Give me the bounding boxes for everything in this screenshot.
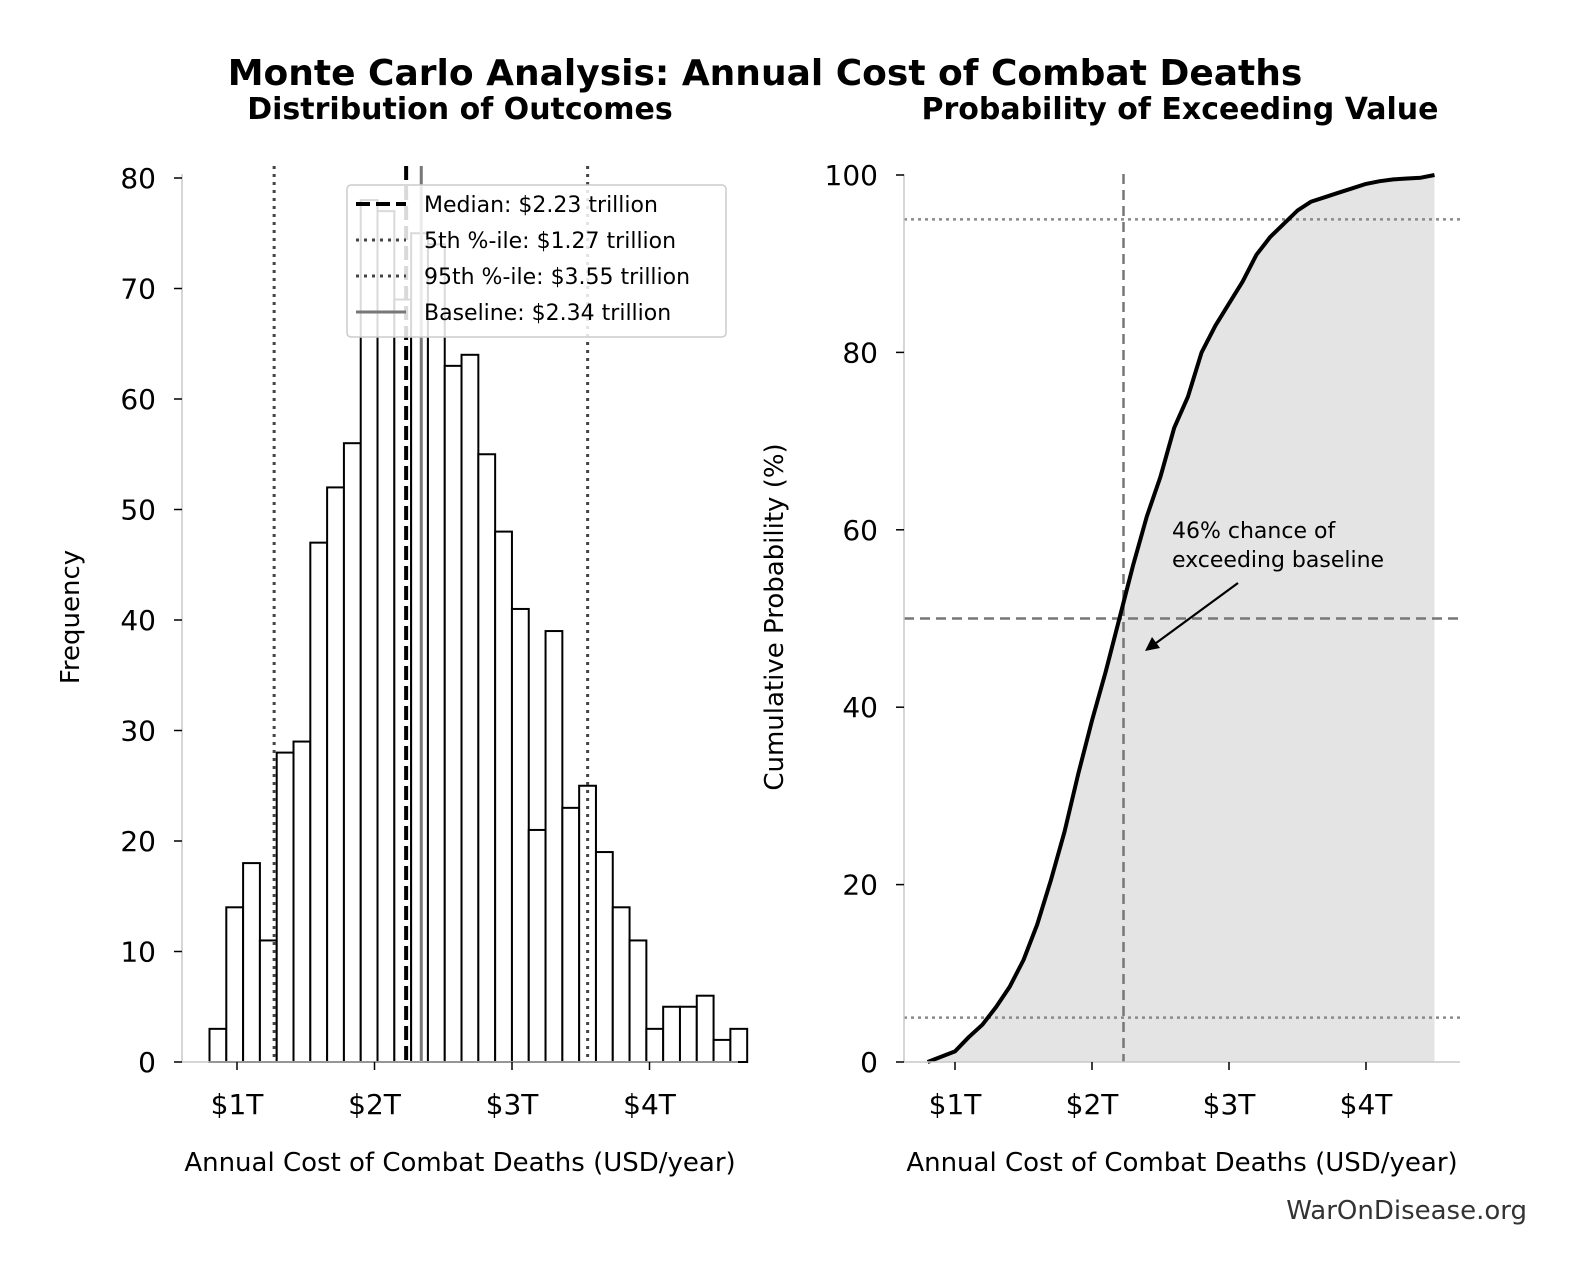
histogram-bar: [426, 243, 446, 1064]
histogram-x-tick-label: $2T: [348, 1088, 402, 1121]
histogram-bar: [326, 486, 345, 1063]
histogram-x-axis-label: Annual Cost of Combat Deaths (USD/year): [184, 1148, 735, 1178]
legend-label-95th-percentile: 95th %-ile: $3.55 trillion: [424, 265, 690, 290]
histogram-y-tick-label: 50: [120, 494, 156, 527]
cdf-x-ticks: $1T $2T $3T $4T: [929, 1062, 1394, 1121]
annotation-arrow-shaft: [1151, 582, 1239, 647]
histogram-bar: [477, 453, 497, 1063]
histogram-y-tick-label: 60: [120, 383, 156, 416]
credit-text: WarOnDisease.org: [1286, 1196, 1527, 1226]
histogram-y-tick-label: 70: [120, 273, 156, 306]
cdf-x-tick-label: $1T: [929, 1088, 983, 1121]
histogram-x-tick-label: $4T: [623, 1088, 677, 1121]
histogram-bar: [594, 851, 614, 1063]
figure-title: Monte Carlo Analysis: Annual Cost of Com…: [228, 53, 1303, 94]
histogram-x-ticks: $1T $2T $3T $4T: [211, 1062, 677, 1121]
cdf-x-tick-label: $3T: [1203, 1088, 1257, 1121]
histogram-bar: [561, 806, 581, 1063]
cdf-curve: [926, 173, 1435, 1064]
histogram-bar: [494, 530, 513, 1063]
histogram-bar: [628, 939, 648, 1064]
histogram-bar: [460, 353, 480, 1063]
histogram-y-tick-label: 30: [120, 715, 156, 748]
histogram-bar: [275, 751, 295, 1063]
histogram-bar: [712, 1038, 732, 1064]
cdf-y-axis-label: Cumulative Probability (%): [760, 443, 790, 790]
histogram-bar: [443, 364, 463, 1064]
histogram-legend: Median: $2.23 trillion 5th %-ile: $1.27 …: [346, 184, 727, 338]
cdf-panel: Probability of Exceeding Value 0 20 40 60 80…: [760, 92, 1460, 1178]
histogram-x-tick-label: $3T: [486, 1088, 540, 1121]
histogram-y-ticks: 0 10 20 30 40 50 60 70 80: [120, 162, 182, 1079]
legend-box: [346, 184, 727, 338]
histogram-bar: [393, 298, 413, 1063]
cdf-y-tick-label: 100: [825, 159, 878, 192]
legend-item-baseline: Baseline: $2.34 trillion: [356, 301, 671, 326]
histogram-bar: [242, 862, 261, 1063]
histogram-bar: [645, 1027, 665, 1063]
histogram-bar: [410, 232, 429, 1063]
histogram-y-tick-label: 80: [120, 162, 156, 195]
legend-label-median: Median: $2.23 trillion: [424, 193, 658, 218]
histogram-subtitle: Distribution of Outcomes: [247, 92, 673, 127]
legend-label-baseline: Baseline: $2.34 trillion: [424, 301, 671, 326]
histogram-y-tick-label: 0: [138, 1046, 156, 1079]
histogram-bar: [510, 607, 530, 1063]
legend-item-95th-percentile: 95th %-ile: $3.55 trillion: [356, 265, 690, 290]
histogram-bar: [309, 541, 329, 1063]
histogram-bar: [662, 1005, 681, 1063]
cdf-y-tick-label: 80: [842, 336, 878, 369]
histogram-bar: [678, 1005, 698, 1063]
legend-item-median: Median: $2.23 trillion: [356, 193, 658, 218]
histogram-y-tick-label: 10: [120, 936, 156, 969]
cdf-y-tick-label: 20: [842, 869, 878, 902]
legend-item-5th-percentile: 5th %-ile: $1.27 trillion: [356, 229, 676, 254]
histogram-bar: [578, 784, 597, 1063]
histogram-bar: [225, 906, 245, 1063]
histogram-y-tick-label: 20: [120, 825, 156, 858]
annotation-arrow-head: [1145, 637, 1160, 651]
histogram-bar: [729, 1027, 749, 1063]
histogram-bar: [527, 828, 547, 1064]
histogram-bar: [208, 1027, 228, 1063]
histogram-bar: [611, 906, 631, 1063]
histogram-bar: [695, 994, 715, 1064]
cdf-annotation: 46% chance of exceeding baseline: [1145, 519, 1384, 651]
histogram-y-tick-label: 40: [120, 604, 156, 637]
histogram-bar: [342, 442, 362, 1063]
histogram-bar: [544, 630, 564, 1063]
cdf-x-tick-label: $4T: [1340, 1088, 1394, 1121]
cdf-y-tick-label: 0: [860, 1046, 878, 1079]
histogram-y-axis-label: Frequency: [56, 550, 86, 684]
histogram-bar: [376, 210, 396, 1063]
cdf-y-tick-label: 60: [842, 514, 878, 547]
cdf-subtitle: Probability of Exceeding Value: [921, 92, 1438, 127]
histogram-panel: Distribution of Outcomes 0 10 20 30 40 50 60 70…: [56, 92, 749, 1178]
annotation-line-1: 46% chance of: [1172, 519, 1336, 544]
cdf-reference-lines: [904, 174, 1460, 1062]
histogram-bar: [292, 740, 312, 1063]
legend-label-5th-percentile: 5th %-ile: $1.27 trillion: [424, 229, 676, 254]
histogram-x-tick-label: $1T: [211, 1088, 265, 1121]
cdf-x-tick-label: $2T: [1066, 1088, 1120, 1121]
cdf-y-ticks: 0 20 40 60 80 100: [825, 159, 904, 1079]
cdf-y-tick-label: 40: [842, 691, 878, 724]
annotation-line-2: exceeding baseline: [1172, 548, 1384, 573]
cdf-x-axis-label: Annual Cost of Combat Deaths (USD/year): [906, 1148, 1457, 1178]
